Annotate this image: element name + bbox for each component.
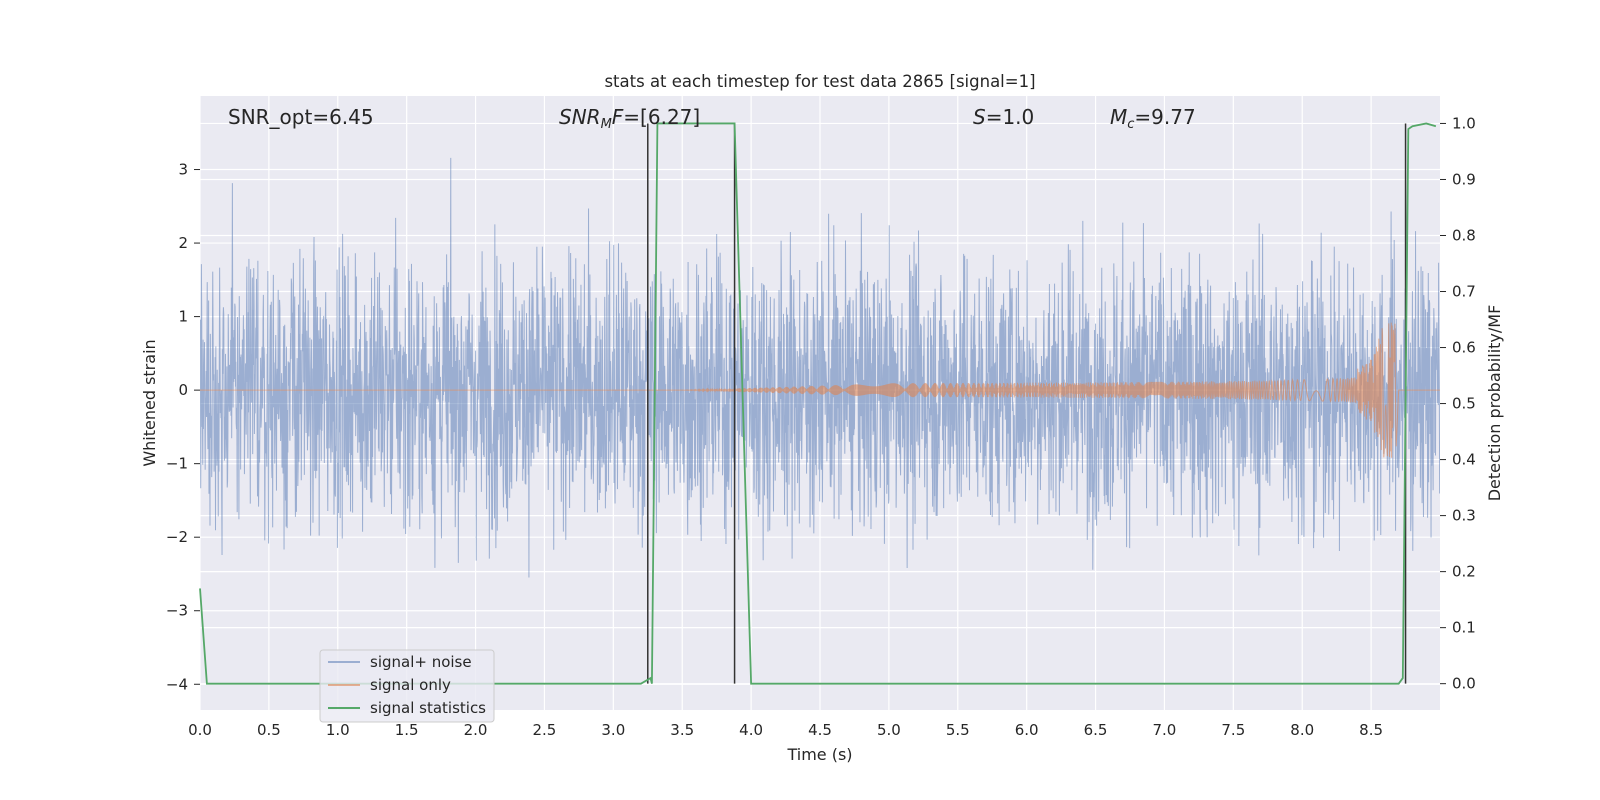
y2-tick-label: 0.0 (1452, 675, 1476, 693)
x-tick-label: 2.5 (533, 721, 557, 739)
x-tick-label: 1.5 (395, 721, 419, 739)
y-axis-title: Whitened strain (140, 339, 159, 466)
y2-tick-label: 0.9 (1452, 170, 1476, 188)
annotation-mc: Mc=9.77 (1110, 105, 1196, 132)
x-tick-label: 6.5 (1084, 721, 1108, 739)
y-tick-label: 0 (178, 381, 188, 399)
stats-series-group (199, 122, 1437, 685)
x-tick-label: 4.0 (739, 721, 763, 739)
annotation-snr-mf: SNRMF=[6.27] (559, 105, 700, 132)
x-axis-ticks: 0.0 0.5 1.0 1.5 2.0 2.5 3.0 3.5 4.0 4.5 5.0 5.5 6.0 6… (188, 721, 1383, 739)
y-axis-ticks: 3 2 1 0 −1 −2 −3 −4 (166, 161, 200, 693)
y2-tick-label: 0.6 (1452, 339, 1476, 357)
y2-axis-title: Detection probability/MF (1485, 305, 1504, 502)
legend-label-stats: signal statistics (370, 699, 486, 717)
y2-tick-label: 1.0 (1452, 114, 1476, 132)
legend-label-noise: signal+ noise (370, 653, 472, 671)
y2-tick-label: 0.4 (1452, 451, 1476, 469)
legend: signal+ noise signal only signal statist… (319, 649, 495, 723)
x-tick-label: 5.0 (877, 721, 901, 739)
y-tick-label: 1 (178, 308, 188, 326)
x-tick-label: 5.5 (946, 721, 970, 739)
y2-tick-label: 0.3 (1452, 507, 1476, 525)
y-tick-label: −1 (166, 455, 188, 473)
x-tick-label: 8.5 (1359, 721, 1383, 739)
x-tick-label: 3.0 (601, 721, 625, 739)
legend-label-signal: signal only (370, 676, 451, 694)
x-tick-label: 6.0 (1015, 721, 1039, 739)
noise-series-group (200, 157, 1440, 578)
y-tick-label: 2 (178, 234, 188, 252)
annotation-snr-opt: SNR_opt=6.45 (228, 105, 374, 129)
y2-tick-label: 0.5 (1452, 395, 1476, 413)
y2-axis-ticks: 1.0 0.9 0.8 0.7 0.6 0.5 0.4 0.3 0.2 0.1 0.0 (1440, 114, 1476, 693)
signal-series-group (200, 322, 1440, 458)
x-tick-label: 7.0 (1153, 721, 1177, 739)
series-signal-only (200, 322, 1440, 458)
y-tick-label: 3 (178, 161, 188, 179)
x-tick-label: 0.5 (257, 721, 281, 739)
y-tick-label: −3 (166, 602, 188, 620)
x-tick-label: 4.5 (808, 721, 832, 739)
annotations: SNR_opt=6.45 SNRMF=[6.27] S=1.0 Mc=9.77 (228, 105, 1196, 132)
annotation-s: S=1.0 (973, 105, 1034, 129)
y-tick-label: −2 (166, 528, 188, 546)
y2-tick-label: 0.1 (1452, 619, 1476, 637)
x-tick-label: 0.0 (188, 721, 212, 739)
x-axis-title: Time (s) (786, 745, 852, 764)
x-tick-label: 7.5 (1221, 721, 1245, 739)
y2-tick-label: 0.7 (1452, 283, 1476, 301)
x-tick-label: 2.0 (464, 721, 488, 739)
chart-title: stats at each timestep for test data 286… (604, 72, 1035, 91)
x-tick-label: 1.0 (326, 721, 350, 739)
y-tick-label: −4 (166, 675, 188, 693)
legend-box (319, 649, 495, 723)
x-tick-label: 8.0 (1290, 721, 1314, 739)
series-signal-statistics (199, 122, 1437, 685)
y2-tick-label: 0.8 (1452, 226, 1476, 244)
y2-tick-label: 0.2 (1452, 563, 1476, 581)
series-signal-noise (200, 157, 1440, 578)
x-tick-label: 3.5 (670, 721, 694, 739)
